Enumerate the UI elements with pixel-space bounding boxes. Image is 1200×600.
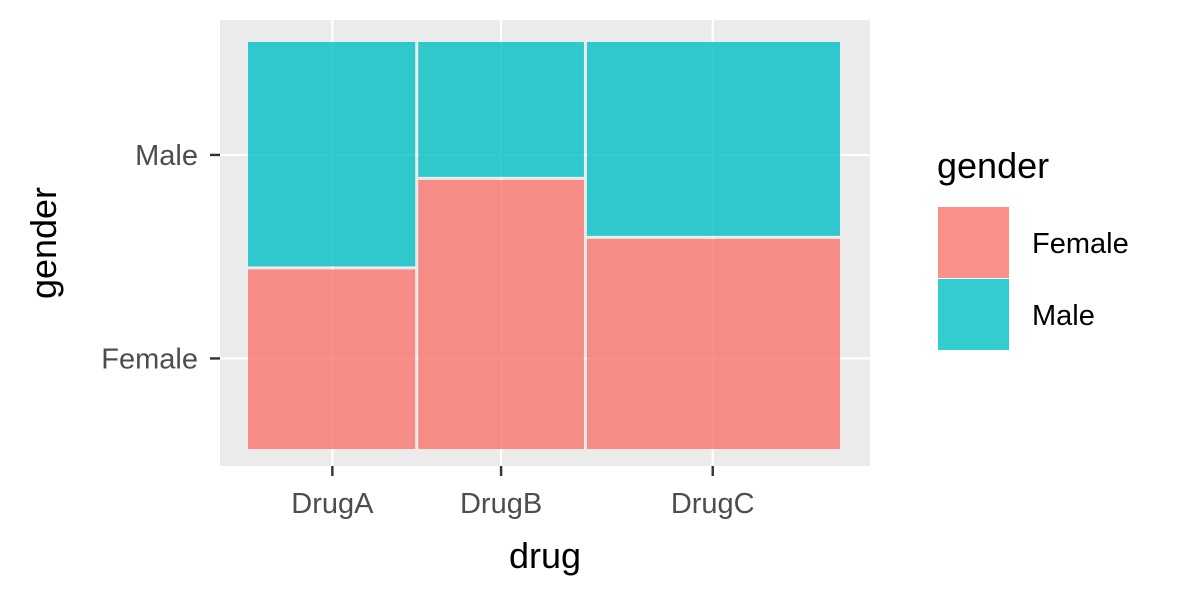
x-tick-label-1: DrugA — [291, 488, 374, 520]
y-tick-label-2: Male — [135, 140, 198, 172]
y-tick-label-1: Female — [101, 343, 198, 375]
tiles — [248, 42, 840, 449]
tile-druga-male — [248, 42, 416, 267]
legend-key-female — [938, 207, 1009, 278]
legend-key-male — [938, 279, 1009, 350]
tile-drugb-male — [418, 42, 584, 177]
tile-drugb-female — [418, 179, 584, 449]
y-axis: Female Male — [101, 140, 220, 375]
legend-label-female: Female — [1032, 228, 1129, 260]
legend: gender Female Male — [937, 145, 1129, 350]
tile-druga-female — [248, 269, 416, 449]
legend-title: gender — [937, 145, 1049, 186]
x-tick-label-2: DrugB — [460, 488, 542, 520]
legend-label-male: Male — [1032, 300, 1095, 332]
x-axis-title: drug — [509, 535, 581, 576]
tile-drugc-female — [586, 238, 840, 449]
tile-drugc-male — [586, 42, 840, 236]
x-tick-label-3: DrugC — [671, 488, 755, 520]
y-axis-title: gender — [23, 187, 64, 299]
x-axis: DrugA DrugB DrugC — [291, 466, 755, 520]
